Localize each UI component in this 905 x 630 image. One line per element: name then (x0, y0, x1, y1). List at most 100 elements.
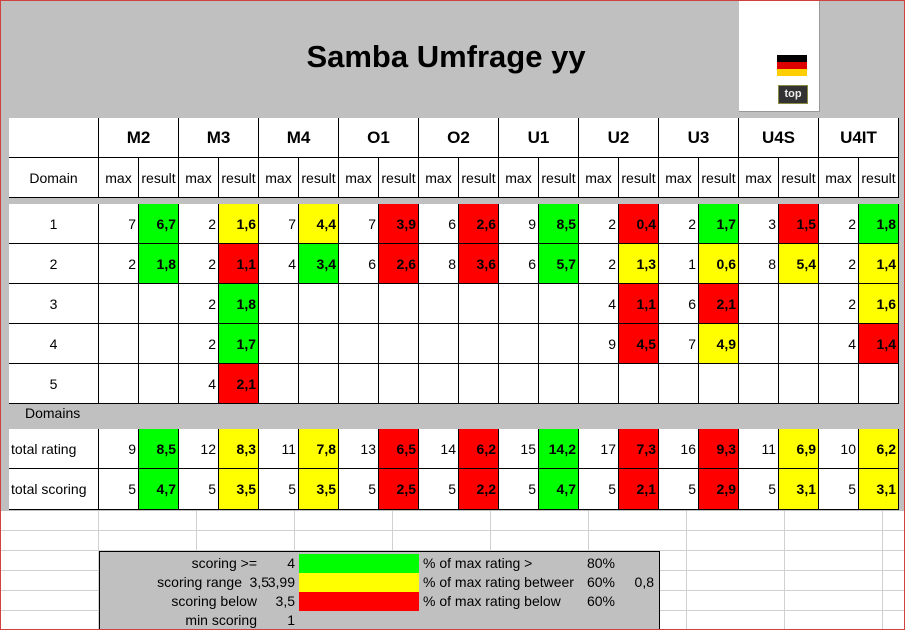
max-cell (419, 324, 459, 364)
result-cell: 3,5 (299, 469, 339, 510)
result-cell: 4,5 (619, 324, 659, 364)
max-cell: 2 (819, 244, 859, 284)
result-cell (459, 324, 499, 364)
result-cell: 1,5 (779, 204, 819, 244)
result-cell: 1,6 (859, 284, 899, 324)
result-cell: 4,7 (539, 469, 579, 510)
result-cell (379, 324, 419, 364)
sub-header: max (259, 158, 299, 198)
result-cell: 6,5 (379, 429, 419, 469)
max-cell (499, 284, 539, 324)
result-cell: 0,4 (619, 204, 659, 244)
max-cell: 14 (419, 429, 459, 469)
result-cell: 1,8 (859, 204, 899, 244)
group-header: M4 (259, 118, 339, 158)
max-cell: 4 (579, 284, 619, 324)
max-cell: 11 (739, 429, 779, 469)
result-cell: 7,3 (619, 429, 659, 469)
result-cell: 2,1 (619, 469, 659, 510)
max-cell: 16 (659, 429, 699, 469)
max-cell: 2 (819, 284, 859, 324)
result-cell: 3,1 (779, 469, 819, 510)
result-cell: 0,6 (699, 244, 739, 284)
legend-percent: 80% (586, 555, 615, 571)
max-cell: 2 (179, 204, 219, 244)
max-cell: 3 (739, 204, 779, 244)
result-cell: 2,1 (219, 364, 259, 404)
max-cell (259, 364, 299, 404)
max-cell (99, 364, 139, 404)
result-cell: 3,9 (379, 204, 419, 244)
max-cell (739, 324, 779, 364)
max-cell: 6 (339, 244, 379, 284)
legend-label: scoring range (157, 574, 242, 590)
flag-icon[interactable] (777, 55, 807, 76)
result-cell (459, 364, 499, 404)
max-cell: 5 (739, 469, 779, 510)
result-cell: 2,5 (379, 469, 419, 510)
max-cell: 2 (179, 324, 219, 364)
legend-value: 3,99 (267, 574, 295, 590)
group-header: U2 (579, 118, 659, 158)
sub-header: result (299, 158, 339, 198)
max-cell: 11 (259, 429, 299, 469)
top-button[interactable]: top (778, 85, 808, 104)
sub-header: result (699, 158, 739, 198)
group-header: U4S (739, 118, 819, 158)
sub-header: result (779, 158, 819, 198)
result-cell (379, 364, 419, 404)
row-label: total rating (9, 429, 99, 469)
max-cell: 2 (179, 284, 219, 324)
result-cell: 8,5 (539, 204, 579, 244)
title: Samba Umfrage yy (306, 39, 586, 74)
max-cell: 2 (179, 244, 219, 284)
max-cell: 2 (819, 204, 859, 244)
row-label: 1 (9, 204, 99, 244)
result-cell: 1,8 (219, 284, 259, 324)
sub-header: result (219, 158, 259, 198)
sub-header: max (579, 158, 619, 198)
result-cell: 9,3 (699, 429, 739, 469)
result-cell: 1,1 (619, 284, 659, 324)
result-cell (139, 284, 179, 324)
result-cell: 1,4 (859, 324, 899, 364)
result-cell: 2,6 (379, 244, 419, 284)
max-cell (499, 364, 539, 404)
result-cell (699, 364, 739, 404)
group-header: O2 (419, 118, 499, 158)
max-cell (339, 324, 379, 364)
legend-swatch (299, 592, 419, 611)
result-cell: 5,4 (779, 244, 819, 284)
result-cell: 3,4 (299, 244, 339, 284)
sub-header: result (379, 158, 419, 198)
result-cell: 1,3 (619, 244, 659, 284)
sub-header: max (419, 158, 459, 198)
section-label: Domains (25, 405, 81, 421)
max-cell: 6 (419, 204, 459, 244)
max-cell (739, 364, 779, 404)
row-label: 3 (9, 284, 99, 324)
legend-label: scoring >= (191, 555, 257, 571)
max-cell: 5 (499, 469, 539, 510)
result-cell: 3,6 (459, 244, 499, 284)
sub-header: max (739, 158, 779, 198)
result-cell (379, 284, 419, 324)
legend-swatch (299, 554, 419, 573)
max-cell: 4 (179, 364, 219, 404)
result-cell: 4,7 (139, 469, 179, 510)
sub-header: result (619, 158, 659, 198)
row-label: 5 (9, 364, 99, 404)
max-cell: 5 (419, 469, 459, 510)
result-cell: 2,1 (699, 284, 739, 324)
max-cell: 2 (99, 244, 139, 284)
result-cell (779, 324, 819, 364)
result-cell (539, 324, 579, 364)
max-cell: 2 (579, 244, 619, 284)
result-cell: 4,9 (699, 324, 739, 364)
max-cell: 15 (499, 429, 539, 469)
max-cell: 7 (339, 204, 379, 244)
result-cell: 3,5 (219, 469, 259, 510)
max-cell: 8 (739, 244, 779, 284)
group-header: U1 (499, 118, 579, 158)
max-cell: 12 (179, 429, 219, 469)
